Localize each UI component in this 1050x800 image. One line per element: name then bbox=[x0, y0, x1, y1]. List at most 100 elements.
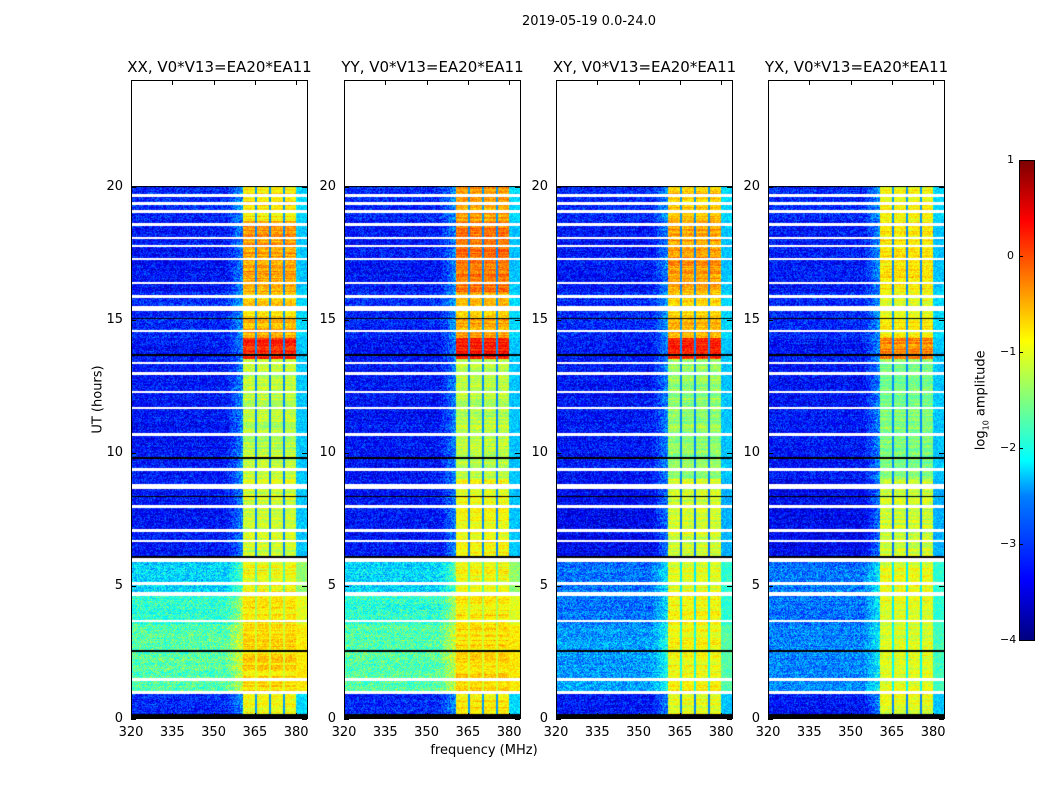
x-tick-label: 380 bbox=[283, 725, 309, 740]
y-tick-mark bbox=[939, 319, 944, 321]
x-tick-label: 320 bbox=[118, 725, 144, 740]
x-tick-mark bbox=[768, 713, 769, 718]
y-tick-mark bbox=[768, 452, 773, 454]
y-tick-mark bbox=[302, 585, 307, 587]
axes-frame bbox=[768, 80, 945, 719]
x-tick-label: 335 bbox=[159, 725, 185, 740]
x-tick-mark bbox=[891, 80, 893, 85]
y-tick-mark bbox=[727, 452, 732, 454]
x-tick-label: 335 bbox=[796, 725, 822, 740]
colorbar-tick-mark bbox=[1019, 352, 1023, 353]
x-tick-mark bbox=[344, 80, 345, 85]
y-tick-mark bbox=[302, 452, 307, 454]
x-tick-mark bbox=[638, 80, 640, 85]
x-tick-label: 365 bbox=[879, 725, 905, 740]
x-tick-mark bbox=[850, 80, 852, 85]
panel-title: YX, V0*V13=EA20*EA11 bbox=[764, 58, 949, 76]
x-tick-mark bbox=[254, 713, 256, 718]
x-tick-label: 320 bbox=[543, 725, 569, 740]
y-tick-mark bbox=[727, 186, 732, 188]
y-tick-mark bbox=[515, 452, 520, 454]
x-tick-mark bbox=[850, 713, 852, 718]
x-tick-mark bbox=[933, 80, 935, 85]
spectrogram-heatmap bbox=[769, 186, 944, 718]
x-tick-mark bbox=[891, 713, 893, 718]
x-tick-label: 365 bbox=[455, 725, 481, 740]
y-tick-mark bbox=[727, 719, 732, 720]
y-tick-label: 15 bbox=[106, 311, 123, 327]
y-tick-mark bbox=[768, 585, 773, 587]
x-tick-mark bbox=[426, 80, 428, 85]
x-tick-mark bbox=[467, 80, 469, 85]
y-tick-mark bbox=[131, 585, 136, 587]
x-tick-label: 350 bbox=[201, 725, 226, 740]
x-tick-label: 320 bbox=[331, 725, 357, 740]
x-tick-mark bbox=[172, 713, 174, 718]
colorbar-tick-mark bbox=[1019, 448, 1023, 449]
y-tick-mark bbox=[344, 585, 349, 587]
x-tick-mark bbox=[721, 80, 723, 85]
colorbar-label-sub: 10 bbox=[981, 420, 991, 431]
colorbar-tick-mark bbox=[1019, 544, 1023, 545]
x-tick-mark bbox=[679, 713, 681, 718]
x-tick-mark bbox=[679, 80, 681, 85]
panel-xy: XY, V0*V13=EA20*EA11 320 335 350 365 380 0 5 10 1… bbox=[531, 58, 736, 740]
y-tick-mark bbox=[344, 719, 349, 720]
x-tick-label: 350 bbox=[626, 725, 651, 740]
y-tick-mark bbox=[344, 186, 349, 188]
x-tick-mark bbox=[296, 713, 298, 718]
y-tick-mark bbox=[344, 452, 349, 454]
y-tick-mark bbox=[131, 452, 136, 454]
spectrogram-heatmap bbox=[132, 186, 307, 718]
y-tick-mark bbox=[515, 719, 520, 720]
y-tick-mark bbox=[939, 452, 944, 454]
y-tick-mark bbox=[556, 186, 561, 188]
colorbar-tick-label: 0 bbox=[1007, 249, 1014, 262]
y-tick-mark bbox=[131, 186, 136, 188]
x-tick-mark bbox=[509, 80, 511, 85]
y-tick-label: 5 bbox=[539, 577, 548, 593]
y-tick-label: 5 bbox=[327, 577, 336, 593]
x-tick-mark bbox=[638, 713, 640, 718]
x-tick-label: 320 bbox=[755, 725, 781, 740]
y-tick-label: 20 bbox=[106, 178, 123, 194]
y-tick-mark bbox=[515, 585, 520, 587]
x-tick-mark bbox=[172, 80, 174, 85]
x-tick-label: 335 bbox=[372, 725, 398, 740]
x-tick-mark bbox=[933, 713, 935, 718]
y-tick-mark bbox=[768, 319, 773, 321]
y-tick-label: 5 bbox=[114, 577, 123, 593]
x-tick-mark bbox=[768, 80, 769, 85]
y-tick-label: 20 bbox=[319, 178, 336, 194]
y-tick-mark bbox=[302, 719, 307, 720]
x-tick-mark bbox=[385, 713, 387, 718]
y-tick-mark bbox=[556, 452, 561, 454]
y-tick-label: 0 bbox=[539, 711, 548, 726]
y-tick-mark bbox=[302, 319, 307, 321]
y-tick-mark bbox=[131, 319, 136, 321]
x-tick-label: 380 bbox=[920, 725, 946, 740]
y-tick-label: 0 bbox=[327, 711, 336, 726]
axes-frame bbox=[344, 80, 521, 719]
colorbar-tick-label: −1 bbox=[1000, 345, 1017, 358]
x-tick-mark bbox=[426, 713, 428, 718]
y-tick-mark bbox=[556, 319, 561, 321]
axes-frame bbox=[556, 80, 733, 719]
y-tick-mark bbox=[302, 186, 307, 188]
y-tick-mark bbox=[727, 585, 732, 587]
x-tick-mark bbox=[597, 713, 599, 718]
x-tick-label: 380 bbox=[708, 725, 734, 740]
panel-title: XY, V0*V13=EA20*EA11 bbox=[552, 58, 737, 76]
x-tick-mark bbox=[509, 713, 511, 718]
colorbar bbox=[1019, 160, 1035, 641]
panel-yy: YY, V0*V13=EA20*EA11 320 335 350 365 380 0 5 10 1… bbox=[319, 58, 523, 740]
y-tick-label: 15 bbox=[319, 311, 336, 327]
x-tick-label: 365 bbox=[242, 725, 268, 740]
panel-title: XX, V0*V13=EA20*EA11 bbox=[127, 58, 312, 76]
x-tick-mark bbox=[385, 80, 387, 85]
x-tick-label: 350 bbox=[838, 725, 863, 740]
axes-frame bbox=[131, 80, 308, 719]
colorbar-tick-label: −2 bbox=[1000, 441, 1017, 454]
y-tick-mark bbox=[344, 319, 349, 321]
x-tick-mark bbox=[344, 713, 345, 718]
